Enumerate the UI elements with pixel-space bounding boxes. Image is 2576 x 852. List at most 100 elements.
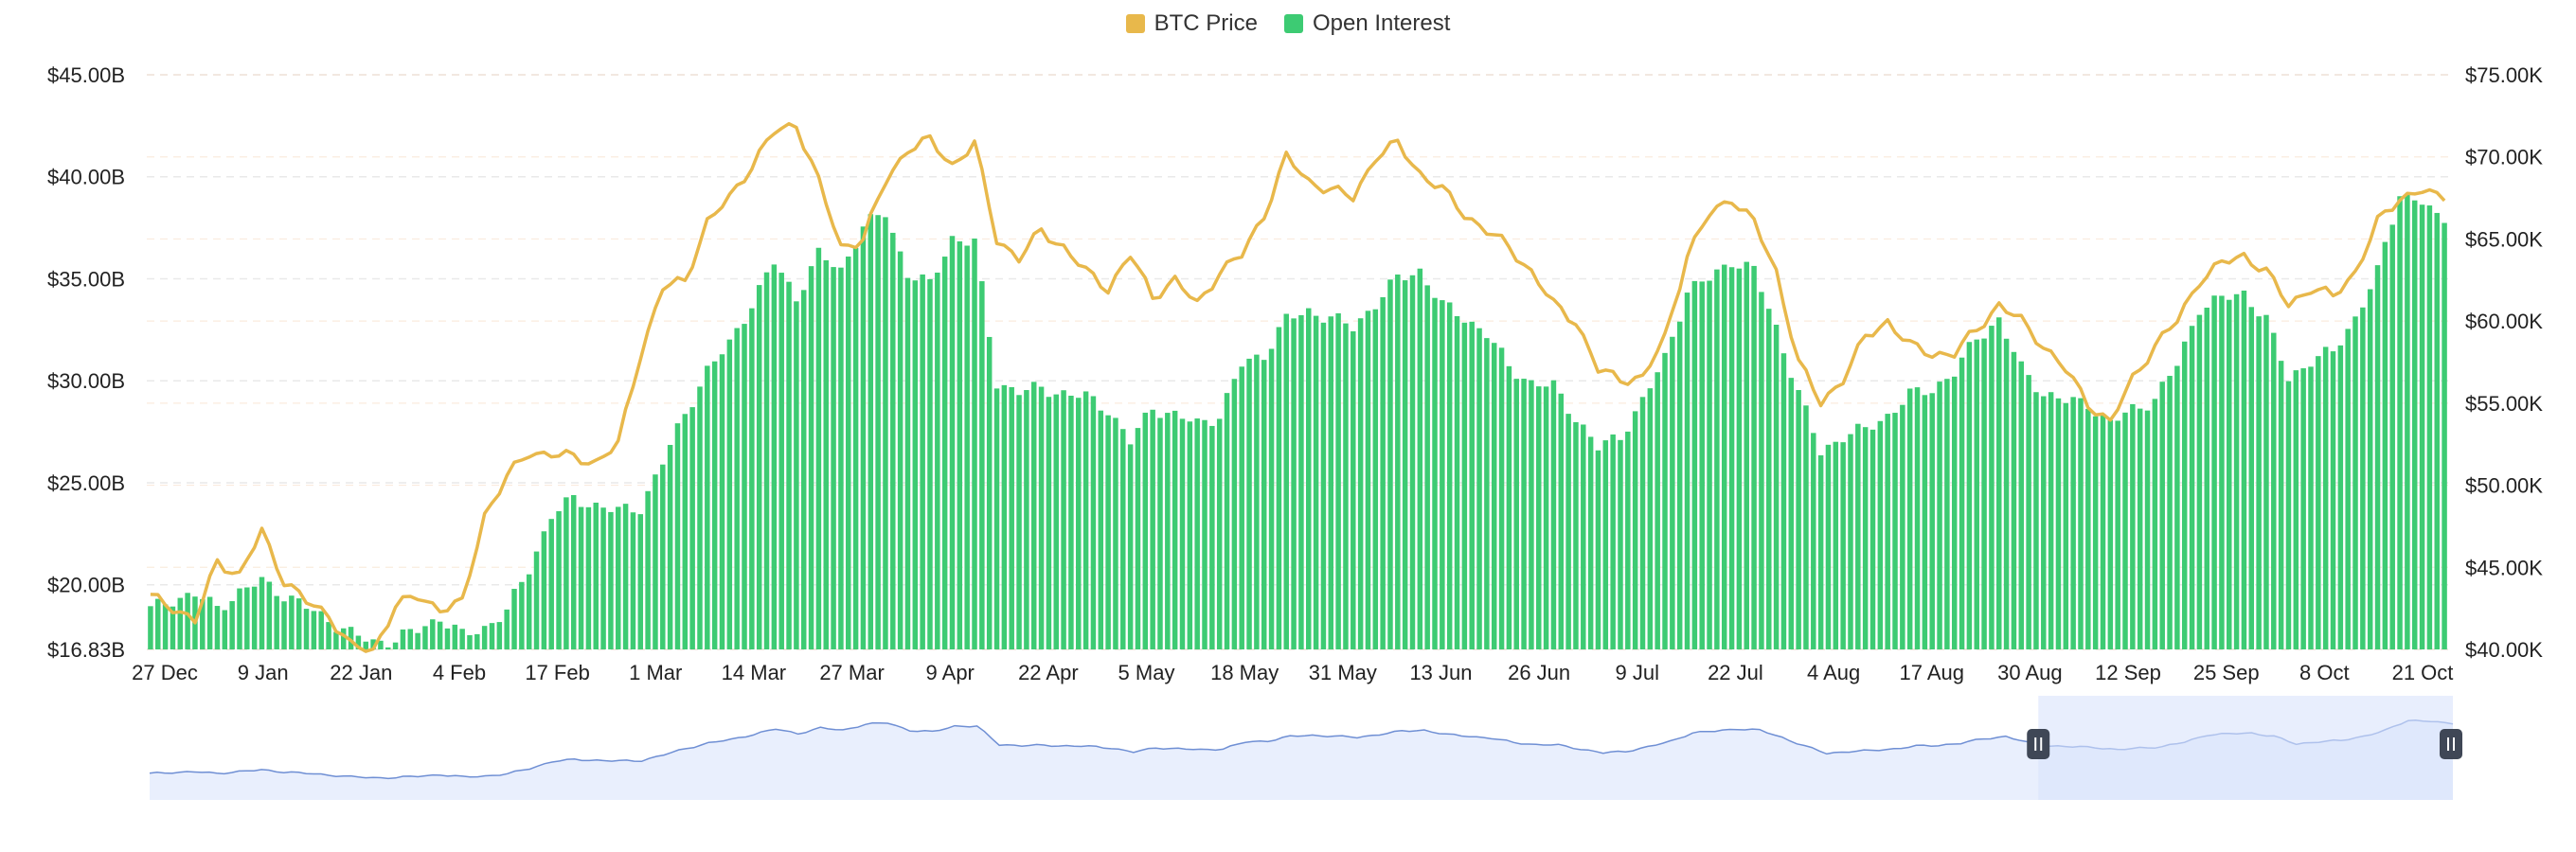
open-interest-bar <box>1974 339 1979 649</box>
open-interest-bar <box>1929 393 1935 649</box>
open-interest-bar <box>682 414 689 649</box>
x-axis: 27 Dec 9 Jan 22 Jan 4 Feb 17 Feb 1 Mar 14 Mar 2… <box>132 661 2453 684</box>
open-interest-bar <box>355 635 362 649</box>
grip-icon-left[interactable] <box>2027 729 2050 759</box>
open-interest-bar <box>1817 454 1824 649</box>
open-interest-bar <box>616 506 621 649</box>
open-interest-bar <box>1521 379 1527 649</box>
open-interest-bar <box>311 611 317 649</box>
open-interest-bar <box>630 512 636 649</box>
open-interest-bar <box>2374 265 2381 649</box>
open-interest-bar <box>1409 275 1416 649</box>
open-interest-bar <box>1209 425 1215 649</box>
open-interest-bar <box>1030 382 1037 649</box>
open-interest-bar <box>1150 409 1155 649</box>
open-interest-bar <box>1105 415 1111 649</box>
open-interest-bar <box>2055 398 2062 649</box>
open-interest-bar <box>2316 356 2321 649</box>
open-interest-bar <box>935 272 940 649</box>
open-interest-bar <box>1395 274 1401 649</box>
open-interest-bar <box>771 264 778 649</box>
open-interest-bar <box>778 273 784 649</box>
open-interest-bar <box>2144 410 2151 649</box>
open-interest-bar <box>1076 398 1082 649</box>
x-axis-tick-label: 13 Jun <box>1409 661 1472 684</box>
open-interest-bar <box>1351 330 1356 649</box>
open-interest-bar <box>1372 309 1379 649</box>
open-interest-bar <box>2405 193 2410 650</box>
open-interest-bar <box>1120 429 1126 649</box>
x-axis-tick-label: 18 May <box>1210 661 1279 684</box>
open-interest-bar <box>815 247 822 649</box>
open-interest-bar <box>1759 292 1764 649</box>
open-interest-bar <box>2003 338 2010 649</box>
open-interest-bar <box>1565 414 1571 649</box>
legend-item-open-interest[interactable]: Open Interest <box>1283 10 1450 37</box>
open-interest-bar <box>1751 265 1757 649</box>
open-interest-bar <box>415 632 420 649</box>
open-interest-bar <box>200 598 206 649</box>
navigator-handle <box>2027 729 2050 759</box>
left-axis-tick-label: $30.00B <box>47 369 125 393</box>
open-interest-bar <box>2352 316 2358 649</box>
open-interest-bar <box>711 361 718 649</box>
open-interest-bar <box>823 259 829 649</box>
open-interest-bar <box>1254 354 1260 649</box>
open-interest-bar <box>1825 444 1832 649</box>
open-interest-bar <box>608 511 614 649</box>
open-interest-bar <box>564 497 569 649</box>
open-interest-bar <box>897 251 903 649</box>
open-interest-bar <box>719 354 725 649</box>
open-interest-bar <box>1906 388 1913 649</box>
open-interest-bar <box>2107 419 2114 649</box>
open-interest-bar <box>206 596 213 649</box>
open-interest-bar <box>1773 325 1780 649</box>
open-interest-bar <box>1024 390 1029 649</box>
open-interest-bar <box>2426 205 2433 649</box>
open-interest-bar <box>318 611 324 649</box>
open-interest-bar <box>237 588 242 649</box>
open-interest-bar <box>964 245 970 649</box>
open-interest-bar <box>2227 299 2232 649</box>
open-interest-bar <box>1157 417 1163 649</box>
open-interest-bar <box>1900 404 1905 649</box>
open-interest-bars <box>148 193 2447 650</box>
open-interest-bar <box>1417 268 1423 649</box>
x-axis-tick-label: 26 Jun <box>1508 661 1570 684</box>
open-interest-bar <box>979 281 985 649</box>
open-interest-bar <box>800 290 807 649</box>
open-interest-bar <box>927 278 933 649</box>
open-interest-bar <box>185 593 190 649</box>
open-interest-bar <box>556 511 562 649</box>
open-interest-bar <box>1587 436 1594 649</box>
open-interest-bar <box>1803 405 1809 649</box>
open-interest-bar <box>229 601 235 649</box>
open-interest-bar <box>1707 280 1712 649</box>
legend-item-btc-price[interactable]: BTC Price <box>1125 10 1258 37</box>
open-interest-bar <box>1165 413 1171 649</box>
open-interest-bar <box>993 388 1000 649</box>
open-interest-bar <box>548 519 554 649</box>
open-interest-bar <box>1714 269 1720 649</box>
grip-icon-right[interactable] <box>2440 729 2462 759</box>
range-navigator[interactable] <box>149 696 2462 800</box>
open-interest-bar <box>1855 423 1861 649</box>
open-interest-bar <box>1113 417 1118 649</box>
open-interest-bar <box>1981 338 1987 649</box>
open-interest-bar <box>697 386 703 649</box>
right-axis-tick-label: $70.00K <box>2465 146 2543 169</box>
open-interest-bar <box>1187 421 1193 649</box>
x-axis-tick-label: 9 Jan <box>238 661 289 684</box>
open-interest-bar <box>177 597 184 649</box>
open-interest-bar <box>1639 397 1646 649</box>
x-axis-tick-label: 31 May <box>1309 661 1377 684</box>
open-interest-bar <box>289 595 295 649</box>
open-interest-bar <box>2137 408 2143 649</box>
open-interest-bar <box>1922 395 1928 649</box>
open-interest-bar <box>600 507 606 649</box>
open-interest-bar <box>363 641 368 649</box>
open-interest-bar <box>2263 314 2269 649</box>
open-interest-bar <box>1440 300 1445 649</box>
open-interest-bar <box>170 606 176 649</box>
